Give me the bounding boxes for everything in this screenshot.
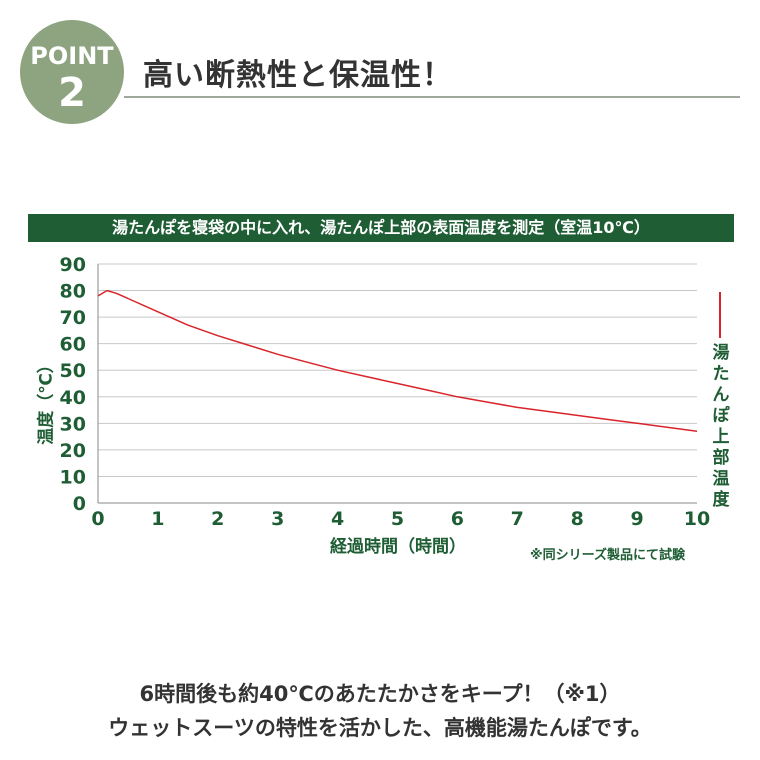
footer-line-1: 6時間後も約40℃のあたたかさをキープ！（※1） [139,682,621,706]
y-axis-label: 温度（℃） [36,356,57,445]
y-tick-label: 10 [60,466,86,488]
chart-title-banner: 湯たんぽを寝袋の中に入れ、湯たんぽ上部の表面温度を測定（室温10℃） [28,214,734,242]
legend-line-swatch [719,292,721,338]
x-tick-label: 3 [271,508,284,530]
x-tick-label: 5 [391,508,404,530]
x-tick-label: 4 [331,508,344,530]
y-tick-label: 80 [60,281,86,303]
x-axis-label: 経過時間（時間） [330,537,466,557]
y-tick-label: 70 [60,307,86,329]
x-tick-label: 7 [511,508,524,530]
y-tick-label: 0 [73,493,86,515]
point-badge: POINT 2 [20,20,124,124]
test-note: ※同シリーズ製品にて試験 [530,548,685,563]
x-tick-label: 0 [91,508,104,530]
point-badge-number: 2 [58,70,86,116]
y-tick-label: 90 [60,254,86,276]
legend-series-label: 湯たんぽ上部温度 [712,343,730,510]
x-tick-label: 6 [451,508,464,530]
x-tick-label: 1 [151,508,164,530]
series-line-0 [97,289,698,433]
title-divider [124,96,740,98]
x-tick-label: 9 [630,508,643,530]
x-tick-label: 2 [211,508,224,530]
y-tick-label: 60 [60,334,86,356]
point-badge-label: POINT [30,42,114,70]
y-tick-label: 40 [60,387,86,409]
y-tick-label: 50 [60,360,86,382]
x-tick-label: 10 [684,508,710,530]
page-title: 高い断熱性と保温性！ [143,58,453,93]
footer-line-2: ウェットスーツの特性を活かした、高機能湯たんぽです。 [108,716,652,740]
y-tick-label: 30 [60,413,86,435]
y-tick-label: 20 [60,440,86,462]
x-tick-label: 8 [571,508,584,530]
